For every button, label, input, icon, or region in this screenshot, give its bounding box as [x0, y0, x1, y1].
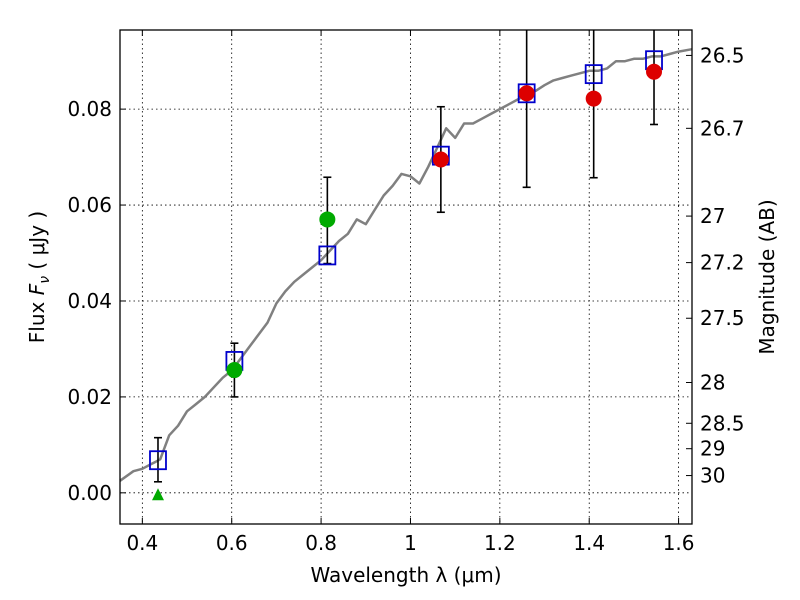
triangle-marker: [151, 488, 164, 501]
y-axis-label-right: Magnitude (AB): [755, 199, 779, 354]
model-sed-layer: [119, 47, 693, 482]
square-marker: [318, 245, 337, 266]
grid: [120, 30, 692, 524]
square-marker: [584, 64, 603, 85]
y-tick-label: 0.02: [67, 385, 112, 409]
x-tick-label: 0.6: [216, 531, 248, 555]
plot-frame: [119, 29, 693, 525]
y-tick-label: 0.04: [67, 289, 112, 313]
y-axis-label-left: Flux Fν ( μJy ): [25, 211, 53, 343]
x-tick-label: 0.8: [305, 531, 337, 555]
x-tick-label: 1.2: [484, 531, 516, 555]
right-tick-label: 27.5: [700, 306, 745, 330]
x-axis-label: Wavelength λ (μm): [310, 563, 501, 587]
y-tick-label: 0.08: [67, 97, 112, 121]
circle-marker: [226, 362, 243, 379]
right-tick-label: 27: [700, 204, 725, 228]
error-bars: [153, 30, 659, 483]
right-tick-label: 28.5: [700, 411, 745, 435]
right-tick-label: 29: [700, 437, 725, 461]
data-markers: [149, 50, 663, 501]
circle-marker: [585, 90, 602, 107]
circle-marker: [319, 211, 336, 228]
x-tick-label: 1.4: [573, 531, 605, 555]
x-tick-label: 1.6: [663, 531, 695, 555]
y-tick-label: 0.06: [67, 193, 112, 217]
right-tick-label: 30: [700, 464, 725, 488]
x-tick-label: 0.4: [126, 531, 158, 555]
right-tick-label: 26.5: [700, 43, 745, 67]
y-tick-label: 0.00: [67, 481, 112, 505]
circle-marker: [432, 151, 449, 168]
right-tick-label: 27.2: [700, 251, 745, 275]
x-tick-label: 1: [404, 531, 417, 555]
model-sed-curve: [119, 47, 693, 482]
circle-marker: [646, 63, 663, 80]
right-tick-label: 28: [700, 371, 725, 395]
circle-marker: [518, 85, 535, 102]
square-marker: [149, 450, 167, 471]
right-tick-label: 26.7: [700, 116, 745, 140]
ticks: 0.4 0.6 0.8 1 1.2 1.4 1.6 0.00 0.02 0.04 0.06 0.08 2…: [67, 30, 745, 555]
